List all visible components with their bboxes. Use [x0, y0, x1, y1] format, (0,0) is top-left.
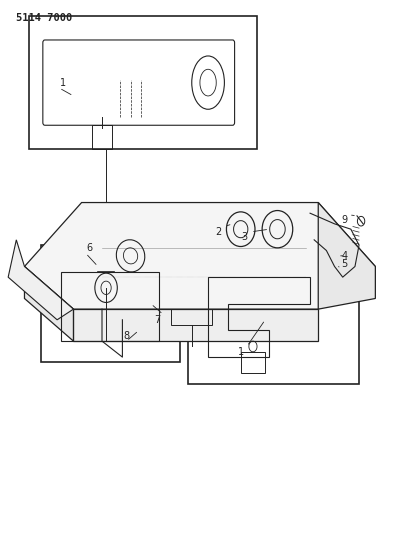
- Text: 4: 4: [341, 251, 348, 261]
- Bar: [61, 272, 159, 341]
- Bar: [29, 16, 257, 149]
- Polygon shape: [24, 203, 375, 309]
- Bar: [171, 309, 212, 325]
- Text: 1: 1: [237, 347, 244, 357]
- Text: 3: 3: [242, 232, 248, 242]
- Bar: [241, 352, 265, 373]
- Text: 8: 8: [123, 331, 130, 341]
- Text: 9: 9: [341, 215, 348, 225]
- Text: 6: 6: [86, 243, 93, 253]
- Bar: [41, 245, 180, 362]
- Bar: [92, 125, 112, 149]
- Polygon shape: [318, 203, 375, 309]
- Text: 5114 7000: 5114 7000: [16, 13, 73, 23]
- Text: 7: 7: [154, 315, 160, 325]
- Text: 1: 1: [60, 78, 67, 87]
- Polygon shape: [73, 309, 318, 341]
- Bar: [188, 251, 359, 384]
- Text: 5: 5: [341, 259, 348, 269]
- Polygon shape: [24, 266, 73, 341]
- Text: 2: 2: [215, 227, 222, 237]
- Polygon shape: [8, 240, 73, 320]
